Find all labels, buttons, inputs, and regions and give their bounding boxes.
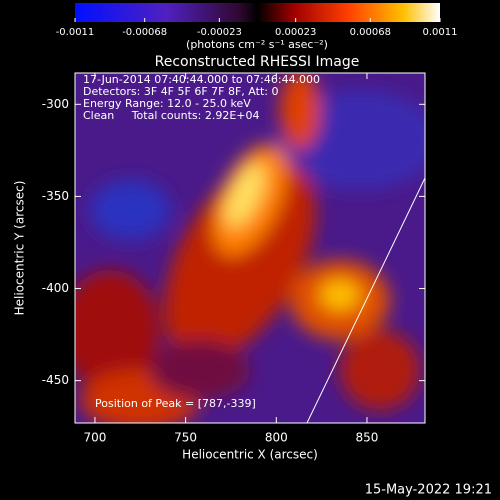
y-tick-label: -400 xyxy=(42,281,69,295)
x-tick-label: 800 xyxy=(265,431,288,445)
x-tick-label: 850 xyxy=(356,431,379,445)
annotation: Energy Range: 12.0 - 25.0 keV xyxy=(83,97,251,110)
colorbar-tick-label: 0.00068 xyxy=(350,27,391,38)
y-tick-label: -300 xyxy=(42,97,69,111)
annotation: Detectors: 3F 4F 5F 6F 7F 8F, Att: 0 xyxy=(83,85,278,98)
annotation: Clean Total counts: 2.92E+04 xyxy=(83,109,260,122)
peak-label: Position of Peak = [787,-339] xyxy=(95,397,256,410)
annotation: 17-Jun-2014 07:40:44.000 to 07:46:44.000 xyxy=(83,73,320,86)
y-tick-label: -450 xyxy=(42,373,69,387)
x-axis-label: Heliocentric X (arcsec) xyxy=(182,448,318,462)
image xyxy=(75,73,425,423)
colorbar-tick-label: -0.00068 xyxy=(122,27,167,38)
image-blobs xyxy=(75,73,425,423)
x-tick-label: 750 xyxy=(174,431,197,445)
timestamp: 15-May-2022 19:21 xyxy=(365,483,492,498)
plot-frame xyxy=(74,72,426,424)
y-tick-label: -350 xyxy=(42,189,69,203)
colorbar-tick-label: -0.00023 xyxy=(197,27,242,38)
y-axis-label: Heliocentric Y (arcsec) xyxy=(13,181,27,316)
x-tick-label: 700 xyxy=(83,431,106,445)
chart-title: Reconstructed RHESSI Image xyxy=(155,54,360,70)
colorbar-tick-label: -0.0011 xyxy=(56,27,95,38)
colorbar xyxy=(75,3,440,22)
colorbar-tick-label: 0.0011 xyxy=(423,27,458,38)
colorbar-tick-label: 0.00023 xyxy=(275,27,316,38)
colorbar-label: (photons cm⁻² s⁻¹ asec⁻²) xyxy=(186,38,328,51)
limb xyxy=(306,177,425,423)
